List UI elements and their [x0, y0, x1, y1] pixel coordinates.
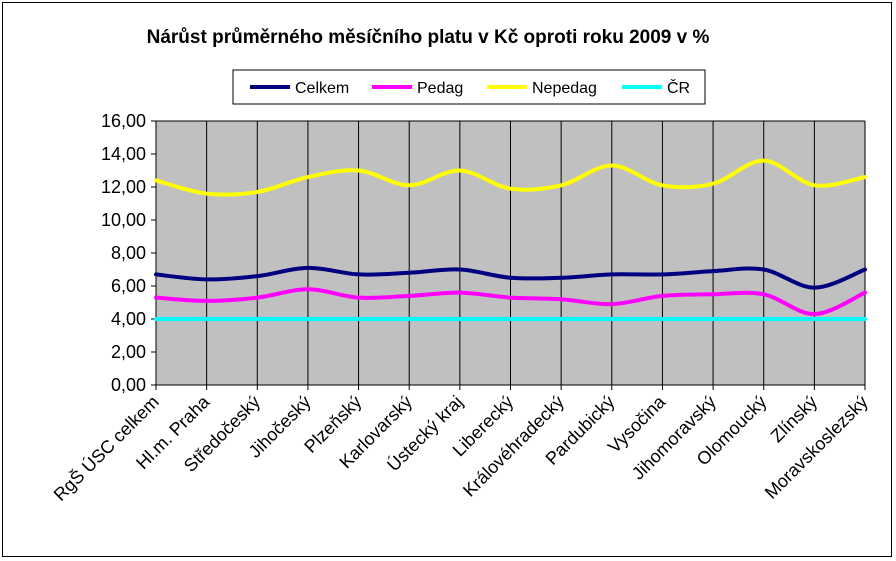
y-tick-label: 0,00	[111, 375, 146, 395]
y-tick-label: 10,00	[101, 210, 146, 230]
series-line-nepedag	[154, 158, 867, 197]
legend-label-pedag: Pedag	[417, 80, 463, 97]
y-tick-label: 2,00	[111, 342, 146, 362]
y-tick-label: 12,00	[101, 177, 146, 197]
y-tick-label: 14,00	[101, 144, 146, 164]
y-tick-label: 8,00	[111, 243, 146, 263]
series-line-celkem	[154, 265, 867, 290]
chart-title: Nárůst průměrného měsíčního platu v Kč o…	[147, 27, 710, 48]
y-tick-label: 6,00	[111, 276, 146, 296]
chart-legend: Celkem Pedag Nepedag ČR	[232, 69, 706, 105]
legend-label-nepedag: Nepedag	[532, 80, 597, 97]
legend-label-r: ČR	[667, 78, 690, 97]
series-lines	[154, 158, 867, 321]
y-tick-label: 16,00	[101, 111, 146, 131]
y-tick-label: 4,00	[111, 309, 146, 329]
legend-label-celkem: Celkem	[295, 80, 349, 97]
y-axis-tick-labels: 0,00 2,00 4,00 6,00 8,00 10,00 12,00 14,00 16,00	[101, 111, 156, 395]
series-line-pedag	[154, 287, 867, 317]
